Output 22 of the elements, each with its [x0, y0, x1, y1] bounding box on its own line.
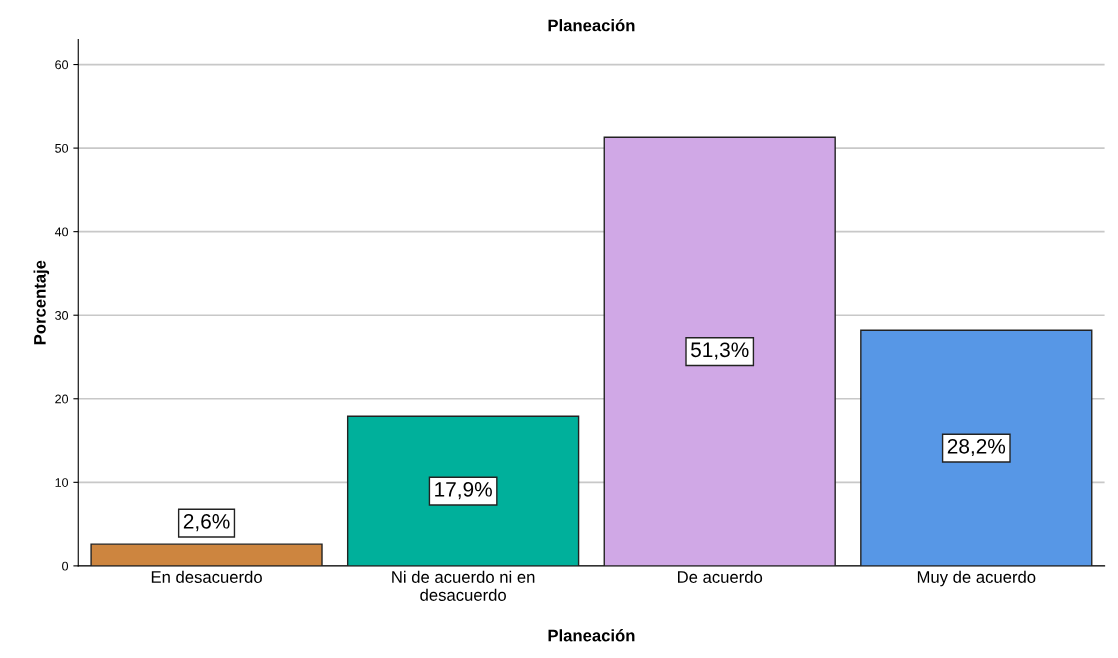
- x-tick-label: Muy de acuerdo: [917, 570, 1036, 587]
- bar: [346, 415, 580, 566]
- data-label: 51,3%: [691, 342, 749, 360]
- data-label: 28,2%: [947, 438, 1006, 457]
- y-tick-label: 40: [54, 227, 69, 237]
- y-tick-label: 10: [55, 478, 69, 487]
- y-tick-label: 60: [55, 60, 69, 70]
- data-label: 2,6%: [183, 513, 230, 532]
- bar: [603, 136, 836, 566]
- y-axis-title: Porcentaje: [33, 260, 50, 345]
- x-axis-title: Planeación: [548, 629, 635, 642]
- bar: [860, 329, 1093, 566]
- x-tick-label: En desacuerdo: [151, 570, 262, 583]
- y-tick-label: 20: [55, 394, 69, 404]
- y-tick-label: 50: [55, 143, 69, 153]
- x-tick-label: De acuerdo: [678, 570, 763, 583]
- bar: [90, 543, 323, 566]
- x-tick-label: Ni de acuerdo ni en desacuerdo: [392, 570, 535, 601]
- y-tick-label: 30: [55, 311, 69, 320]
- y-tick-label: 0: [62, 561, 69, 571]
- data-label: 17,9%: [435, 481, 492, 500]
- chart-title: Planeación: [548, 18, 635, 32]
